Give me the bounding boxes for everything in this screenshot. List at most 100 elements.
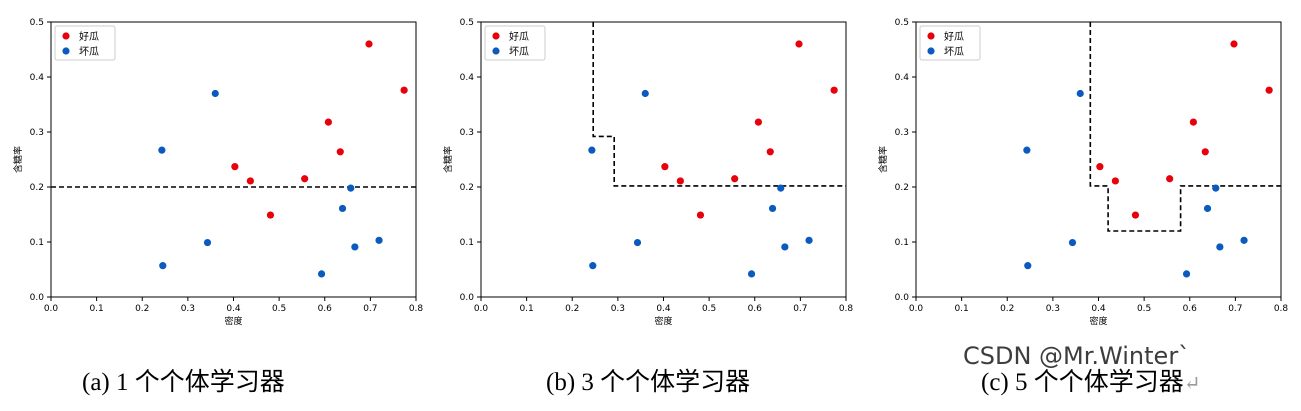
decision-boundary	[1089, 22, 1281, 232]
legend-box	[919, 25, 981, 61]
legend-box	[484, 25, 546, 61]
good-melon-point	[661, 163, 669, 171]
axes-frame	[915, 21, 1282, 298]
axes-frame	[480, 21, 847, 298]
y-tick-label: 0.0	[460, 293, 475, 303]
good-melon-point	[1111, 177, 1119, 185]
legend-marker-good	[927, 32, 935, 40]
good-melon-point	[1131, 211, 1140, 219]
legend-label-bad: 坏瓜	[509, 46, 529, 58]
good-melon-point	[1201, 148, 1209, 156]
bad-melon-point	[777, 184, 785, 192]
bad-melon-point	[375, 236, 383, 244]
legend-label-good: 好瓜	[509, 31, 529, 43]
legend-label-bad: 坏瓜	[944, 46, 964, 58]
x-tick-label: 0.7	[793, 304, 807, 314]
y-tick-label: 0.2	[30, 183, 44, 193]
good-melon-point	[365, 40, 373, 48]
y-tick-label: 0.3	[895, 128, 909, 138]
x-axis-label: 密度	[224, 315, 242, 327]
good-melon-point	[795, 40, 803, 48]
chart-panel-a: 0.0 0.1 0.2 0.3 0.4 0.5 0.6 0.7 0.8 0.0 0.1 0.2 0.3 0…	[0, 0, 430, 340]
caption-b: (b) 3 个个体学习器	[546, 369, 751, 396]
bad-melon-point	[317, 270, 326, 278]
axes-frame	[50, 21, 417, 298]
legend-marker-bad	[62, 47, 70, 55]
chart-panel-b: 0.0 0.1 0.2 0.3 0.4 0.5 0.6 0.7 0.8 0.0 0.1 0.2 0.3 0…	[430, 0, 860, 340]
x-tick-label: 0.1	[89, 304, 103, 314]
bad-melon-point	[1203, 204, 1212, 213]
x-tick-label: 0.8	[839, 304, 854, 314]
bad-melon-point	[768, 204, 777, 213]
bad-melon-point	[1216, 243, 1224, 251]
legend-marker-good	[492, 32, 500, 40]
x-tick-label: 0.3	[1046, 304, 1060, 314]
bad-melon-point	[1182, 270, 1191, 278]
x-tick-label: 0.2	[135, 304, 149, 314]
y-tick-label: 0.1	[30, 238, 44, 248]
x-tick-label: 0.6	[318, 304, 333, 314]
y-tick-label: 0.5	[30, 18, 44, 28]
legend-label-good: 好瓜	[944, 31, 964, 43]
x-tick-label: 0.4	[656, 304, 671, 314]
x-tick-label: 0.6	[748, 304, 763, 314]
caption-c: (c) 5 个个体学习器↵	[981, 362, 1201, 398]
good-melon-point	[246, 177, 254, 185]
x-tick-label: 0.8	[1274, 304, 1289, 314]
bad-melon-point	[338, 204, 347, 213]
y-tick-label: 0.4	[460, 73, 475, 83]
x-axis-label: 密度	[1089, 315, 1107, 327]
good-melon-point	[301, 175, 309, 183]
x-tick-label: 0.1	[519, 304, 533, 314]
legend-marker-bad	[927, 47, 935, 55]
bad-melon-point	[641, 89, 649, 98]
x-tick-label: 0.8	[409, 304, 424, 314]
bad-melon-point	[203, 238, 212, 247]
x-tick-label: 0.7	[1228, 304, 1242, 314]
y-tick-label: 0.3	[460, 128, 474, 138]
x-tick-label: 0.6	[1183, 304, 1198, 314]
x-tick-label: 0.0	[44, 304, 59, 314]
y-tick-label: 0.0	[30, 293, 45, 303]
scatter-chart-b: 0.0 0.1 0.2 0.3 0.4 0.5 0.6 0.7 0.8 0.0 0.1 0.2 0.3 0…	[442, 18, 854, 327]
legend-marker-good	[62, 32, 70, 40]
y-tick-label: 0.4	[30, 73, 45, 83]
good-melon-point	[266, 211, 275, 219]
bad-melon-point	[1240, 236, 1248, 244]
y-tick-label: 0.4	[895, 73, 910, 83]
legend-label-bad: 坏瓜	[79, 46, 99, 58]
good-melon-point	[1166, 175, 1174, 183]
y-tick-label: 0.3	[30, 128, 44, 138]
caption-c-text: (c) 5 个个体学习器	[981, 369, 1184, 396]
bad-melon-point	[747, 270, 756, 278]
scatter-chart-a: 0.0 0.1 0.2 0.3 0.4 0.5 0.6 0.7 0.8 0.0 0.1 0.2 0.3 0…	[12, 18, 424, 327]
x-tick-label: 0.7	[363, 304, 377, 314]
good-melon-point	[1189, 118, 1197, 126]
bad-melon-point	[1076, 89, 1084, 98]
good-melon-point	[766, 148, 774, 156]
bad-melon-point	[1212, 184, 1220, 192]
y-tick-label: 0.2	[895, 183, 909, 193]
good-melon-point	[676, 177, 684, 185]
y-axis-label: 含糖率	[12, 146, 24, 173]
bad-melon-point	[211, 89, 219, 98]
good-melon-point	[1096, 163, 1104, 171]
bad-melon-point	[588, 146, 596, 154]
legend-box	[54, 25, 116, 61]
bad-melon-point	[633, 238, 642, 247]
scatter-chart-c: 0.0 0.1 0.2 0.3 0.4 0.5 0.6 0.7 0.8 0.0 0.1 0.2 0.3 0…	[877, 18, 1289, 327]
x-tick-label: 0.5	[1137, 304, 1151, 314]
x-axis-label: 密度	[654, 315, 672, 327]
x-tick-label: 0.3	[181, 304, 195, 314]
bad-melon-point	[159, 262, 167, 270]
y-axis-label: 含糖率	[877, 146, 889, 173]
bad-melon-point	[351, 243, 359, 251]
good-melon-point	[1230, 40, 1238, 48]
good-melon-point	[731, 175, 739, 183]
bad-melon-point	[1068, 238, 1077, 247]
x-tick-label: 0.0	[474, 304, 489, 314]
y-tick-label: 0.2	[460, 183, 474, 193]
x-tick-label: 0.0	[909, 304, 924, 314]
x-tick-label: 0.5	[702, 304, 716, 314]
bad-melon-point	[347, 184, 355, 192]
